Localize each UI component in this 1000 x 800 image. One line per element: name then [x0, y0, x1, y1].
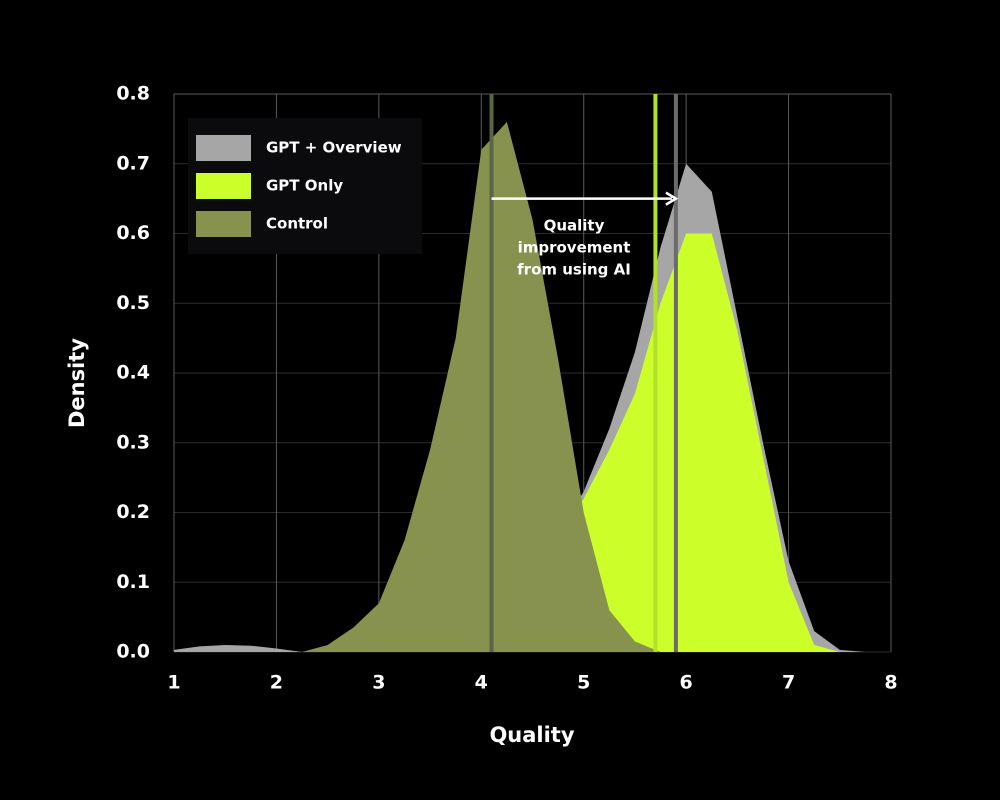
y-tick-label: 0.5 — [116, 292, 150, 314]
x-tick-label: 7 — [782, 672, 795, 694]
x-tick-label: 4 — [475, 672, 488, 694]
y-tick-label: 0.3 — [116, 431, 150, 453]
x-tick-label: 5 — [577, 672, 590, 694]
y-tick-label: 0.6 — [116, 222, 150, 244]
legend-swatch — [196, 135, 251, 161]
x-tick-label: 1 — [167, 672, 180, 694]
x-tick-label: 3 — [372, 672, 385, 694]
annotation: Quality — [544, 217, 605, 235]
y-tick-label: 0.2 — [116, 501, 150, 523]
y-tick-label: 0.0 — [116, 641, 150, 663]
density-area — [174, 121, 891, 652]
legend: GPT + Overview GPT Only Control — [188, 118, 422, 254]
legend-swatch — [196, 173, 251, 199]
arrow-head — [665, 191, 679, 206]
x-tick-label: 8 — [884, 672, 897, 694]
y-tick-label: 0.4 — [116, 362, 150, 384]
x-tick-label: 2 — [270, 672, 283, 694]
overlays: Quality improvement from using AI GPT + Ove… — [188, 94, 679, 652]
areas — [174, 121, 891, 653]
x-axis-title: Quality — [489, 723, 574, 747]
y-tick-label: 0.8 — [116, 83, 150, 105]
density-area — [174, 233, 891, 652]
annotation: improvement — [518, 239, 631, 257]
x-tick-label: 6 — [680, 672, 693, 694]
annotation: from using AI — [517, 261, 631, 279]
y-tick-label: 0.1 — [116, 571, 150, 593]
legend-label: GPT Only — [266, 177, 343, 195]
y-tick-label: 0.7 — [116, 152, 150, 174]
legend-label: Control — [266, 215, 328, 233]
legend-label: GPT + Overview — [266, 139, 402, 157]
y-axis-title: Density — [65, 338, 89, 428]
legend-swatch — [196, 211, 251, 237]
